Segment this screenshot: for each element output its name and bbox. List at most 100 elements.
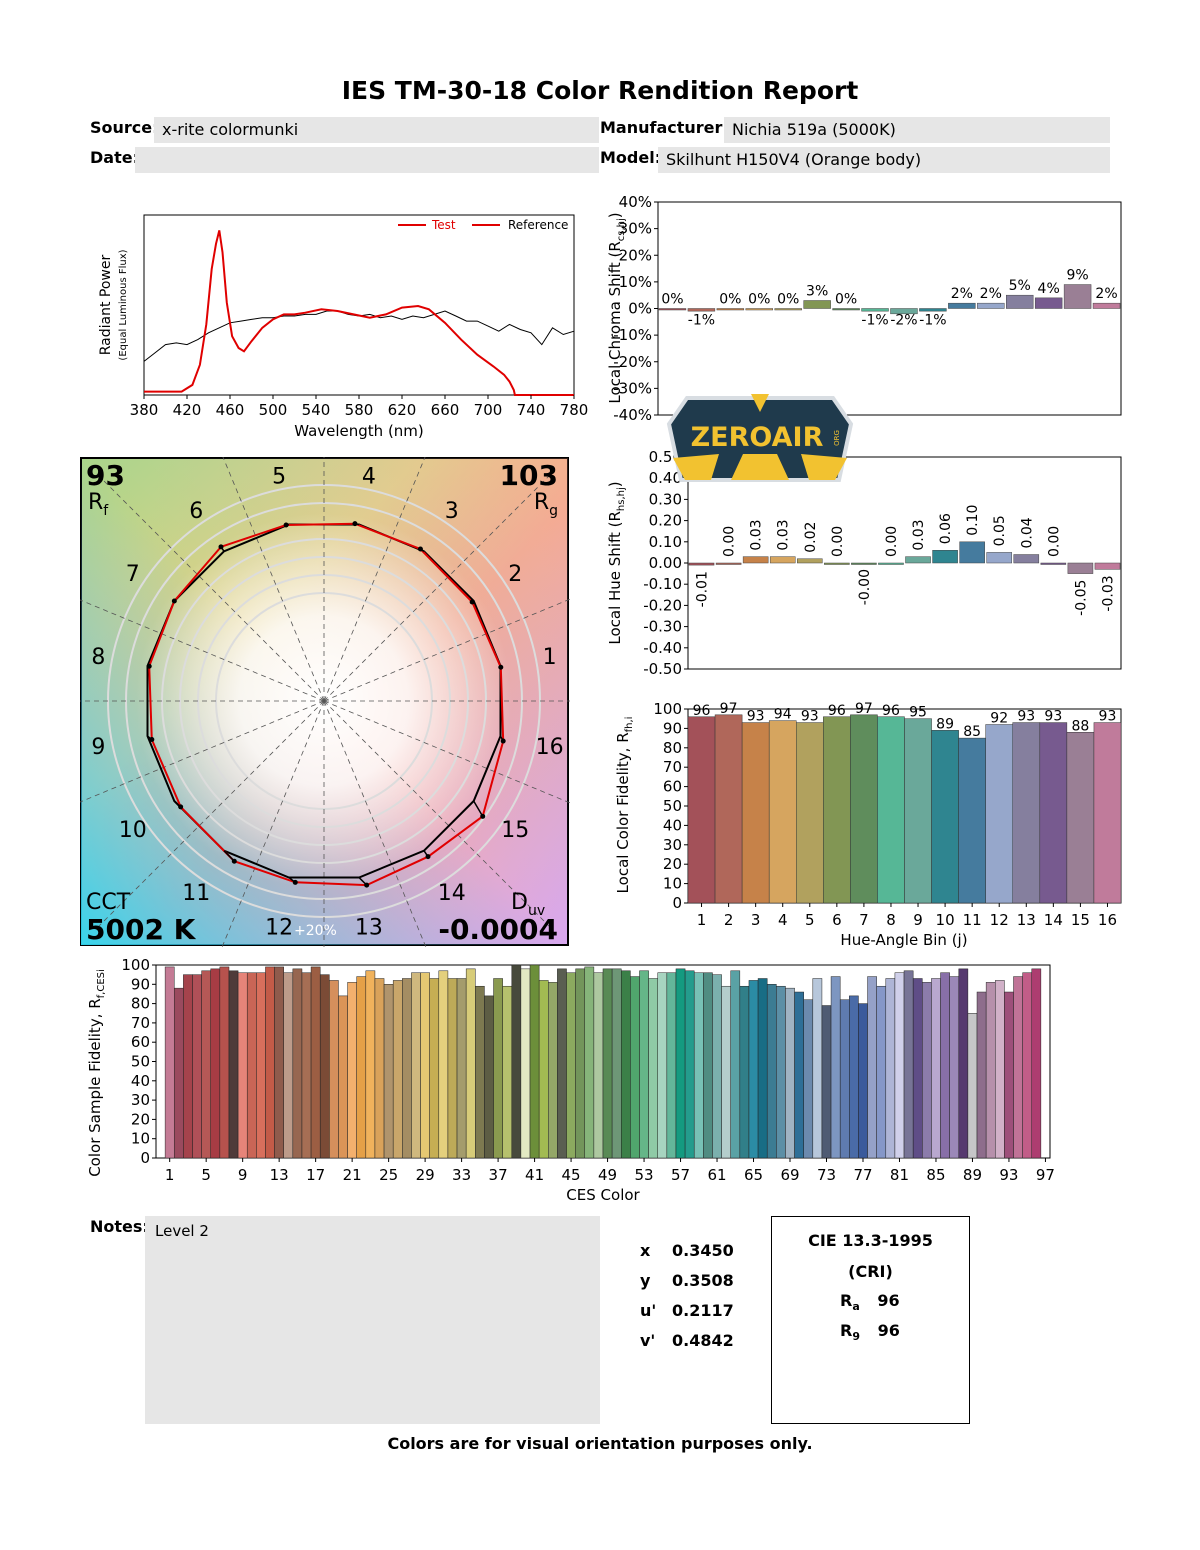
ces-bar-24 (374, 978, 385, 1159)
hue-arrow-head (218, 544, 224, 550)
fidelity-bar-5 (796, 722, 824, 904)
ces-bar-65 (748, 980, 759, 1159)
ces-bar-73 (821, 1005, 832, 1159)
hue-data-label: 0.03 (749, 519, 765, 550)
ces-y-label: Color Sample Fidelity, Rf,CESi (86, 969, 107, 1177)
chroma-bar-9 (890, 308, 918, 315)
fidelity-x-tick-label: 2 (724, 911, 734, 929)
chroma-chart: 0%-1%0% 0% 0% 3% 0%-1% -2% -1%2% 2% 5% 4%9%2% 40%… (606, 193, 1122, 422)
ces-x-tick-label: 89 (963, 1166, 982, 1184)
ces-bar-18 (319, 974, 330, 1159)
spd-x-ticks: 380 420 460 500 540 580 620 660 700 740 780 (130, 395, 588, 419)
ces-bar-3 (183, 974, 193, 1159)
hue-y-ticks: 0.500.400.300.200.100.00-0.10-0.20-0.30-… (643, 448, 688, 675)
manufacturer-field: Nichia 519a (5000K) (724, 117, 1110, 143)
hue-data-label: 0.03 (776, 519, 792, 550)
spd-y-sublabel: (Equal Luminous Flux) (118, 249, 129, 360)
ces-bar-15 (292, 968, 303, 1159)
chroma-data-label: 2% (1095, 286, 1117, 302)
ces-bar-36 (484, 995, 494, 1159)
ces-bar-90 (976, 991, 987, 1159)
spd-x-tick-label: 540 (302, 401, 331, 419)
hue-y-tick-label: 0.40 (649, 469, 682, 487)
fidelity-x-ticks: 1 2 3 4 5 6 7 8 9 10 11 12 13 14 15 16 (697, 903, 1117, 929)
fidelity-data-label: 94 (774, 707, 792, 723)
spd-x-tick-label: 700 (474, 401, 503, 419)
ces-y-tick-label: 70 (131, 1014, 150, 1032)
ra-sub: a (852, 1300, 860, 1314)
hue-bar-7 (851, 562, 877, 565)
rg-value: 103 (500, 459, 558, 492)
chroma-y-tick-label: -30% (613, 379, 652, 397)
chroma-data-label: -1% (861, 313, 888, 329)
ces-bar-7 (219, 966, 230, 1159)
ces-x-tick-label: 41 (525, 1166, 544, 1184)
rf-value: 93 (86, 459, 125, 492)
hue-data-label: 0.06 (938, 513, 954, 544)
fidelity-x-tick-label: 16 (1098, 911, 1117, 929)
chroma-data-label: 0% (719, 292, 741, 308)
ces-bar-69 (785, 987, 795, 1159)
logo-text: ZEROAIR (691, 422, 824, 453)
ces-bars (164, 964, 1042, 1159)
logo-tower-icon (751, 394, 769, 412)
fidelity-bar-3 (741, 722, 770, 904)
hue-arrow-head (480, 813, 486, 819)
r9-sub: 9 (852, 1330, 860, 1344)
chroma-bars: 0%-1%0% 0% 0% 3% 0%-1% -2% -1%2% 2% 5% 4%9%2% (658, 268, 1121, 329)
hue-data-label: -0.05 (1073, 580, 1089, 616)
ces-bar-23 (365, 970, 376, 1159)
ces-bar-95 (1022, 972, 1033, 1159)
fidelity-bar-15 (1066, 732, 1095, 904)
ces-y-tick-label: 50 (131, 1053, 150, 1071)
model-field: Skilhunt H150V4 (Orange body) (658, 147, 1110, 173)
hue-arrow-head (171, 598, 177, 604)
fidelity-bar-10 (931, 730, 959, 904)
spd-y-label: Radiant Power (98, 255, 114, 356)
hue-data-label: 0.00 (830, 526, 846, 557)
hue-bar-3 (742, 556, 769, 564)
hue-bar-2 (715, 562, 742, 565)
ces-bar-49 (602, 968, 613, 1159)
ces-x-tick-label: 85 (926, 1166, 945, 1184)
chroma-bar-1 (658, 308, 687, 311)
fidelity-bar-6 (823, 716, 851, 904)
fidelity-x-tick-label: 3 (751, 911, 761, 929)
vector-bin-label-10: 10 (119, 818, 147, 843)
fidelity-y-tick-label: 90 (663, 719, 682, 737)
ces-bar-42 (538, 980, 549, 1159)
ces-bar-33 (456, 978, 467, 1159)
chroma-bar-6 (803, 300, 831, 309)
fidelity-y-label: Local Color Fidelity, Rfh,i (614, 717, 635, 894)
source-field: x-rite colormunki (154, 117, 599, 143)
vector-bin-label-12: 12 (265, 916, 293, 941)
ces-bar-47 (584, 966, 595, 1159)
model-label: Model: (600, 148, 662, 167)
ces-bar-55 (657, 972, 668, 1159)
chromaticity-table: x 0.3450 y 0.3508 u' 0.2117 v' 0.4842 (640, 1236, 750, 1356)
spd-x-tick-label: 380 (130, 401, 159, 419)
chroma-data-label: 0% (661, 292, 683, 308)
ces-bar-56 (666, 972, 677, 1159)
hue-bar-6 (824, 562, 850, 565)
ces-bar-40 (520, 968, 531, 1159)
hue-data-label: 0.04 (1019, 517, 1035, 548)
spd-x-tick-label: 580 (345, 401, 374, 419)
vector-bin-label-1: 1 (543, 645, 557, 670)
ces-x-tick-label: 61 (707, 1166, 726, 1184)
fidelity-data-label: 97 (855, 701, 873, 717)
ces-x-tick-label: 69 (780, 1166, 799, 1184)
fidelity-y-tick-label: 50 (663, 797, 682, 815)
ces-bar-77 (858, 1003, 868, 1159)
fidelity-bar-1 (687, 716, 716, 904)
hue-bar-13 (1013, 554, 1040, 564)
hue-y-tick-label: -0.30 (643, 618, 682, 636)
hue-data-label: 0.00 (722, 526, 738, 557)
hue-y-label: Local Hue Shift (Rhs,hj) (606, 481, 627, 644)
hue-arrow-head (498, 664, 504, 670)
chroma-bar-13 (1006, 294, 1034, 309)
fidelity-bar-11 (958, 737, 986, 904)
ces-bar-21 (347, 982, 357, 1159)
hue-chart: -0.01 0.00 0.03 0.03 0.02 0.00 -0.00 0.00 0.03 0.… (606, 448, 1122, 675)
